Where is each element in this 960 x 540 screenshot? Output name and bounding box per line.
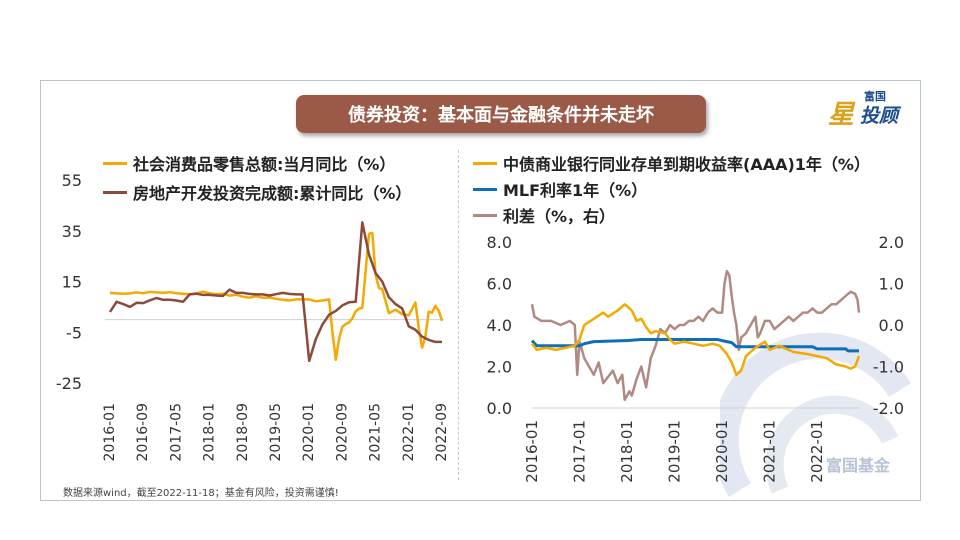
left-x-tick-label: 2022-09 [434,403,450,462]
right-series-spread-line [530,269,861,401]
left-x-tick-label: 2021-05 [368,403,384,462]
left-x-tick-label: 2016-09 [135,403,151,462]
chart-frame [40,80,921,501]
left-x-tick-label: 2020-01 [301,403,317,462]
watermark-text: 富国基金 [826,456,891,475]
logo-fu-text: 富国 [864,90,886,103]
left-x-tick-label: 2020-09 [334,403,350,462]
right-y-left-tick-label: 6.0 [487,275,512,294]
left-x-tick-label: 2018-01 [202,403,218,462]
legend-label-ncd: 中债商业银行同业存单到期收益率(AAA)1年（%） [503,155,870,174]
right-y-left-tick-label: 2.0 [487,358,512,377]
left-x-tick-label: 2019-05 [268,403,284,462]
legend-swatch-realestate [103,190,127,194]
right-x-tick-label: 2021-01 [761,420,779,483]
legend-swatch-ncd [473,161,497,165]
logo-star-text: 星 [828,100,855,130]
right-y-right-tick-label: -2.0 [873,399,904,418]
right-y-right-tick-label: -1.0 [873,358,904,377]
legend-label-retail: 社会消费品零售总额:当月同比（%） [133,155,396,174]
right-y-left-tick-label: 4.0 [487,316,512,335]
legend-swatch-retail [103,161,127,165]
right-series-ncd-line [531,303,861,377]
legend-item-spread: 利差（%，右） [473,203,615,227]
brand-logo: 富国 星 投顾 [824,88,916,130]
right-y-right-tick-label: 2.0 [879,233,904,252]
page-title: 债券投资：基本面与金融条件并未走坏 [296,95,706,133]
left-y-tick-label: -5 [66,323,82,342]
left-y-tick-label: 15 [62,273,82,292]
left-y-tick-label: 55 [62,171,82,190]
left-y-tick-label: 35 [62,222,82,241]
left-series-realestate-line [108,221,442,363]
legend-swatch-mlf [473,187,497,191]
legend-label-mlf: MLF利率1年（%） [503,181,648,200]
right-x-tick-label: 2018-01 [618,420,636,483]
left-x-tick-label: 2018-09 [235,403,251,462]
right-x-tick-label: 2017-01 [571,420,589,483]
left-x-tick-label: 2017-05 [168,403,184,462]
legend-item-realestate: 房地产开发投资完成额:累计同比（%） [103,180,411,204]
watermark-logo-icon [720,332,912,497]
right-x-tick-label: 2020-01 [713,420,731,483]
legend-item-mlf: MLF利率1年（%） [473,177,647,201]
source-footnote: 数据来源wind，截至2022-11-18；基金有风险，投资需谨慎! [63,488,339,499]
right-y-right-tick-label: 1.0 [879,275,904,294]
right-series-mlf-line [530,338,859,353]
legend-label-realestate: 房地产开发投资完成额:累计同比（%） [133,184,412,203]
right-y-left-tick-label: 0.0 [487,399,512,418]
left-y-tick-label: -25 [56,374,82,393]
legend-swatch-spread [473,213,497,217]
left-series-retail-line [109,231,444,361]
left-x-tick-label: 2022-01 [401,403,417,462]
panel-divider [458,150,459,480]
right-x-tick-label: 2022-01 [808,420,826,483]
right-y-right-tick-label: 0.0 [879,316,904,335]
logo-tougu-text: 投顾 [860,105,899,127]
right-x-tick-label: 2019-01 [666,420,684,483]
left-x-tick-label: 2016-01 [102,403,118,462]
legend-item-retail: 社会消费品零售总额:当月同比（%） [103,151,395,175]
right-y-left-tick-label: 8.0 [487,233,512,252]
legend-label-spread: 利差（%，右） [503,207,616,226]
right-x-tick-label: 2016-01 [523,420,541,483]
legend-item-ncd: 中债商业银行同业存单到期收益率(AAA)1年（%） [473,151,870,175]
